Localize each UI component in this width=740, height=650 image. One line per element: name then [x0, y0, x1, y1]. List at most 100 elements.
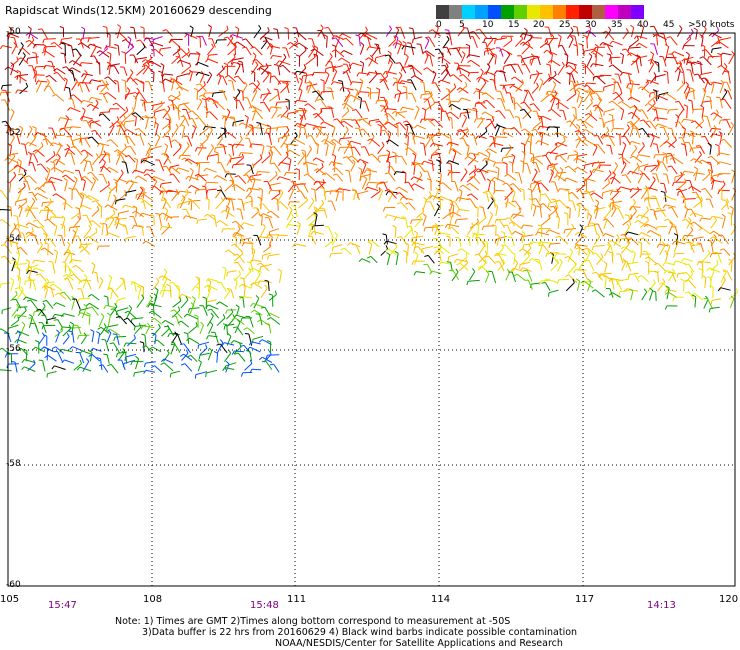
wind-barb-feather: [45, 238, 51, 241]
wind-barb-feather: [701, 49, 706, 52]
wind-barb-feather: [23, 296, 27, 301]
wind-barb: [350, 144, 354, 156]
wind-barb-feather: [188, 69, 193, 73]
wind-barb-feather: [608, 64, 613, 68]
wind-barb: [485, 66, 491, 75]
wind-barb: [7, 66, 19, 74]
wind-barb-feather: [658, 161, 663, 163]
wind-barb-feather: [339, 33, 343, 37]
wind-barb-feather: [77, 298, 80, 303]
wind-barb: [523, 243, 533, 246]
wind-barb-feather: [241, 242, 245, 247]
wind-barb-feather: [630, 273, 635, 275]
wind-barb-feather: [502, 66, 505, 71]
wind-barb-feather: [216, 301, 220, 305]
wind-barb: [8, 125, 12, 137]
wind-barb: [272, 55, 282, 58]
wind-barb-feather: [42, 299, 47, 303]
wind-barb-feather: [68, 60, 73, 64]
wind-barb: [665, 46, 670, 59]
wind-barb-feather: [209, 126, 213, 131]
wind-barb: [424, 40, 430, 50]
wind-barb: [84, 176, 94, 184]
wind-barb: [346, 64, 351, 74]
wind-barb-feather: [67, 248, 71, 253]
wind-barb: [56, 158, 66, 166]
wind-barb: [61, 348, 73, 353]
wind-barb: [88, 36, 100, 39]
wind-barb: [124, 80, 127, 93]
wind-barb-feather: [338, 138, 341, 143]
wind-barb-feather: [232, 314, 236, 319]
wind-barb: [665, 195, 677, 201]
wind-barb: [612, 292, 621, 298]
wind-barb-feather: [215, 39, 218, 44]
wind-barb: [51, 216, 63, 219]
wind-barb: [712, 236, 723, 244]
wind-barb-feather: [643, 288, 648, 293]
wind-barb: [700, 71, 712, 76]
wind-barb-feather: [511, 200, 516, 203]
wind-barb-feather: [106, 326, 108, 331]
wind-barb: [310, 135, 318, 146]
wind-barb: [145, 361, 156, 364]
wind-barb-feather: [88, 354, 93, 357]
wind-barb: [647, 102, 656, 112]
wind-barb: [711, 32, 722, 39]
wind-barb: [711, 298, 721, 301]
wind-barb-feather: [683, 104, 688, 107]
wind-barb: [665, 252, 669, 263]
wind-barb-feather: [236, 208, 241, 210]
wind-barb: [674, 240, 686, 245]
wind-barb-feather: [166, 349, 170, 354]
wind-barb-feather: [629, 288, 634, 292]
wind-barb: [575, 108, 577, 120]
wind-barb-feather: [495, 233, 500, 238]
wind-barb-feather: [231, 60, 233, 65]
legend-swatch: [592, 5, 605, 19]
wind-barb-feather: [106, 139, 111, 142]
wind-barb: [135, 78, 144, 85]
wind-barb-feather: [414, 124, 418, 129]
wind-barb-feather: [158, 275, 163, 279]
wind-barb-feather: [360, 42, 365, 46]
wind-barb: [568, 154, 578, 157]
legend-label: 35: [611, 20, 623, 30]
wind-barb: [163, 73, 174, 76]
wind-barb-feather: [536, 82, 539, 87]
wind-barb-feather: [23, 182, 26, 187]
wind-barb-feather: [384, 112, 389, 116]
wind-barb-feather: [61, 42, 66, 45]
wind-barb: [350, 162, 356, 172]
wind-barb: [613, 93, 623, 101]
wind-barb-feather: [255, 295, 260, 299]
wind-barb: [81, 109, 86, 122]
wind-barb: [119, 315, 127, 325]
wind-barb-feather: [414, 246, 419, 249]
wind-barb: [181, 126, 185, 139]
wind-barb-feather: [244, 114, 249, 118]
wind-barb-feather: [273, 197, 278, 200]
wind-barb-feather: [50, 161, 55, 164]
wind-barb-feather: [265, 354, 268, 359]
wind-barb-feather: [57, 117, 61, 122]
wind-barb: [100, 206, 103, 218]
wind-barb-feather: [327, 106, 332, 108]
wind-barb-feather: [475, 88, 480, 91]
wind-barb-feather: [591, 252, 596, 255]
wind-barb: [251, 341, 261, 345]
wind-barb-feather: [232, 122, 234, 127]
wind-barb: [535, 158, 544, 165]
wind-barb-feather: [512, 102, 517, 105]
wind-barb: [341, 81, 345, 92]
wind-barb: [726, 81, 732, 91]
wind-barb-feather: [726, 198, 729, 203]
wind-barb-feather: [132, 95, 137, 99]
wind-barb: [55, 332, 60, 343]
wind-barb-feather: [480, 116, 484, 121]
wind-barb-feather: [514, 116, 520, 118]
wind-barb: [548, 27, 552, 38]
wind-barb: [10, 280, 15, 292]
wind-barb: [424, 54, 429, 64]
wind-barb: [472, 36, 478, 48]
